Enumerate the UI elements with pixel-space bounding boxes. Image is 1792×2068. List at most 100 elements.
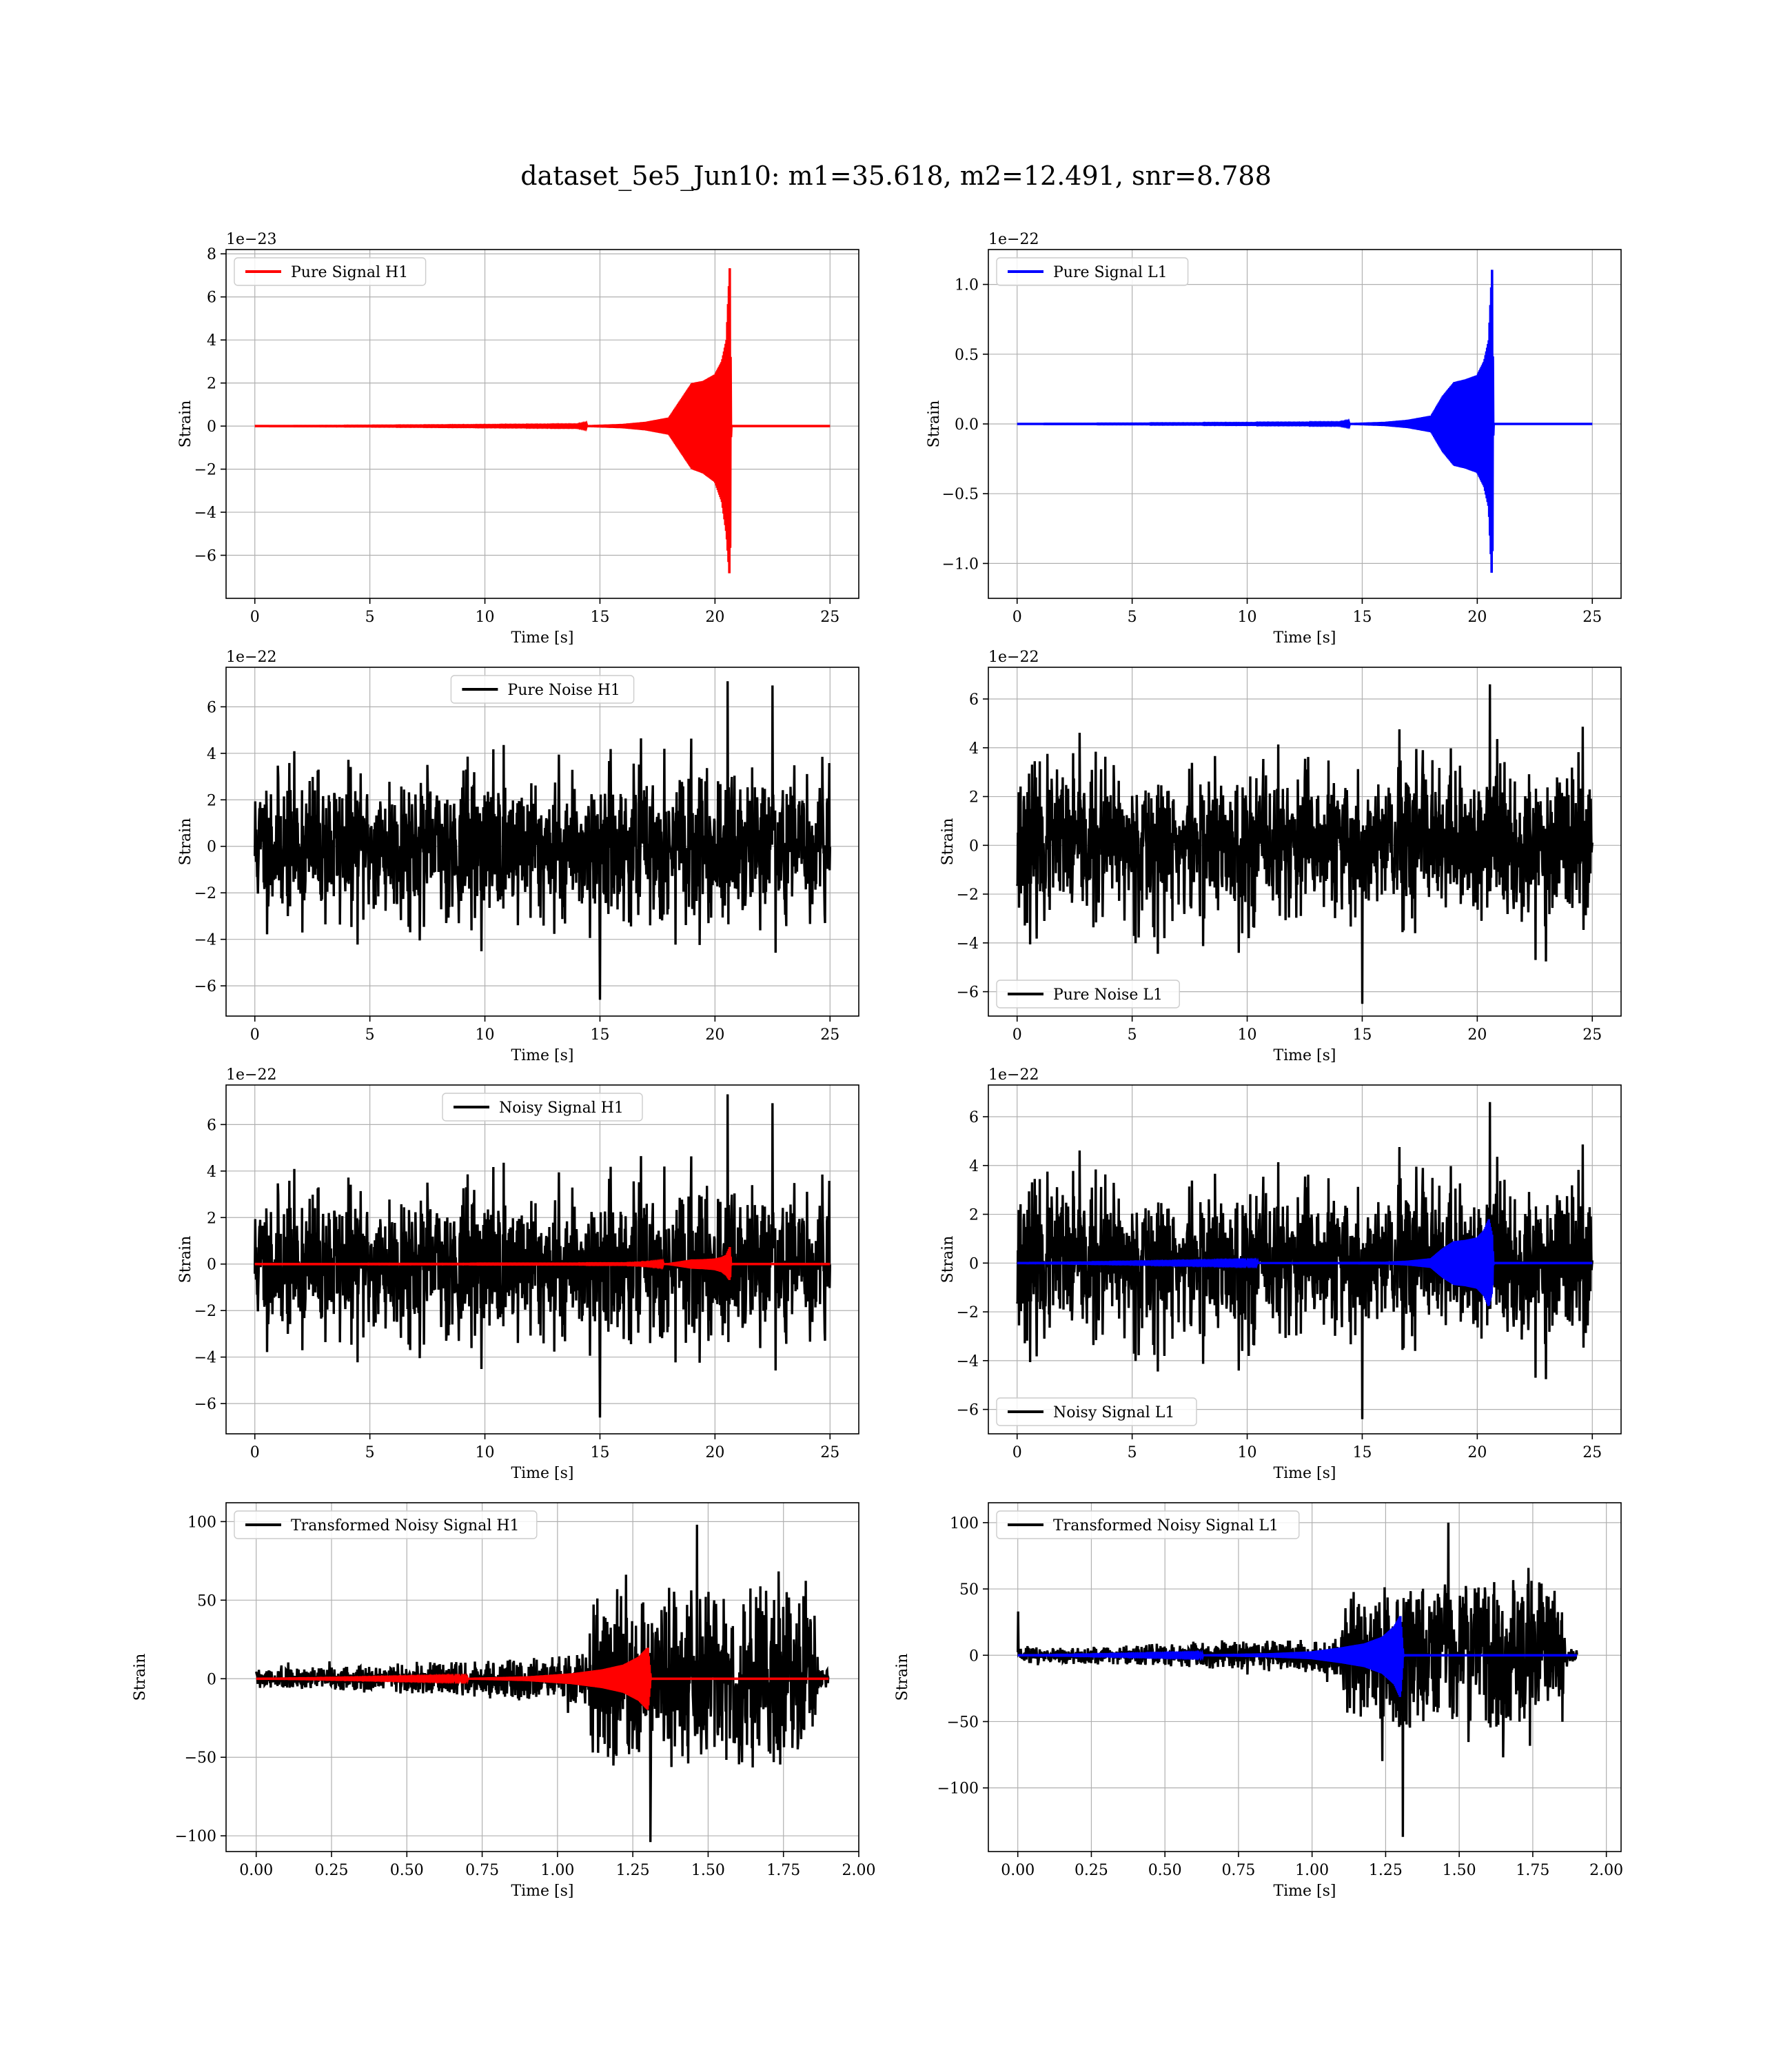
plot-area xyxy=(1017,270,1593,573)
y-axis-label: Strain xyxy=(926,401,943,448)
x-tick-label: 15 xyxy=(590,609,609,626)
x-tick-label: 5 xyxy=(365,609,375,626)
y-tick-label: −50 xyxy=(947,1714,979,1731)
legend-box xyxy=(996,1397,1197,1426)
axes-frame xyxy=(225,249,859,599)
x-axis-label: Time [s] xyxy=(511,1883,573,1900)
x-axis-label: Time [s] xyxy=(511,629,573,647)
y-tick-label: 4 xyxy=(207,746,216,763)
axes-frame xyxy=(225,1084,859,1435)
scale-offset-label: 1e−23 xyxy=(226,231,276,248)
x-tick-label: 0.00 xyxy=(239,1862,273,1879)
y-tick-label: 0 xyxy=(969,838,979,855)
legend: Pure Noise H1 xyxy=(450,675,635,704)
legend-label: Pure Noise L1 xyxy=(1053,986,1163,1004)
y-tick-label: 4 xyxy=(969,1158,979,1175)
x-tick-label: 0.50 xyxy=(1148,1862,1182,1879)
series-line xyxy=(254,268,831,574)
scale-offset-label: 1e−22 xyxy=(226,649,276,666)
y-tick-label: −6 xyxy=(194,548,216,565)
y-tick-label: −4 xyxy=(957,935,979,953)
legend-box xyxy=(450,675,635,704)
y-tick-label: 50 xyxy=(959,1581,979,1599)
x-tick-label: 5 xyxy=(1128,1444,1137,1461)
legend-box xyxy=(996,257,1189,286)
x-tick-label: 0.25 xyxy=(315,1862,349,1879)
y-axis-label: Strain xyxy=(939,1236,957,1284)
x-tick-label: 10 xyxy=(476,609,495,626)
y-tick-label: −0.5 xyxy=(942,486,979,503)
legend: Pure Signal H1 xyxy=(234,257,427,286)
y-tick-label: 2 xyxy=(207,792,216,809)
x-tick-label: 15 xyxy=(590,1444,609,1461)
x-axis-label: Time [s] xyxy=(511,1047,573,1064)
axes-frame xyxy=(988,1502,1622,1852)
x-axis-label: Time [s] xyxy=(1273,1883,1336,1900)
y-tick-label: 6 xyxy=(207,1117,216,1134)
series-line xyxy=(1017,1219,1593,1306)
x-tick-label: 5 xyxy=(365,1026,375,1044)
x-tick-label: 10 xyxy=(476,1444,495,1461)
subplot-1-0: 0 5 10 15 20 25 −6 −4 −2 0 2 4 6 Time [s] Strain 1e−22 P… xyxy=(177,649,859,1064)
x-axis-label: Time [s] xyxy=(1273,1047,1336,1064)
y-tick-label: 4 xyxy=(207,332,216,349)
x-tick-label: 20 xyxy=(1467,609,1487,626)
x-tick-label: 1.25 xyxy=(616,1862,650,1879)
x-tick-label: 5 xyxy=(1128,609,1137,626)
x-tick-label: 25 xyxy=(1582,1444,1602,1461)
x-tick-label: 0.25 xyxy=(1075,1862,1108,1879)
y-tick-label: 6 xyxy=(207,290,216,307)
subplot-3-0: 0.00 0.25 0.50 0.75 1.00 1.25 1.50 1.75 2.00 −100… xyxy=(132,1502,875,1900)
axes-frame xyxy=(988,667,1622,1017)
subplot-0-1: 0 5 10 15 20 25 −1.0 −0.5 0.0 0.5 1.0 Time [s] Strai… xyxy=(926,231,1622,647)
y-tick-label: −6 xyxy=(957,1402,979,1419)
y-tick-label: 100 xyxy=(187,1514,216,1531)
legend-box xyxy=(442,1093,643,1122)
x-tick-label: 25 xyxy=(820,609,839,626)
plot-area xyxy=(254,1094,831,1418)
legend-box xyxy=(996,1510,1300,1539)
y-tick-label: 2 xyxy=(969,789,979,807)
y-tick-label: −4 xyxy=(194,1350,216,1367)
subplot-2-0: 0 5 10 15 20 25 −6 −4 −2 0 2 4 6 Time [s] Strain 1e−22 N… xyxy=(177,1066,859,1482)
y-tick-label: 8 xyxy=(207,246,216,263)
legend: Pure Noise L1 xyxy=(996,980,1180,1008)
y-tick-label: −2 xyxy=(194,1303,216,1320)
x-tick-label: 15 xyxy=(1352,1444,1372,1461)
y-tick-label: −4 xyxy=(194,505,216,522)
series-line xyxy=(1016,684,1594,1004)
y-tick-label: 2 xyxy=(207,376,216,393)
legend-label: Pure Signal L1 xyxy=(1053,264,1168,281)
scale-offset-label: 1e−22 xyxy=(988,1066,1039,1084)
y-axis-label: Strain xyxy=(132,1654,149,1701)
x-tick-label: 25 xyxy=(1582,1026,1602,1044)
y-tick-label: 50 xyxy=(197,1592,216,1610)
x-tick-label: 0.50 xyxy=(390,1862,424,1879)
y-tick-label: 0 xyxy=(207,839,216,856)
legend-label: Transformed Noisy Signal L1 xyxy=(1053,1517,1279,1534)
y-tick-label: −2 xyxy=(957,886,979,904)
series-line xyxy=(254,1246,831,1280)
x-tick-label: 0 xyxy=(1012,609,1022,626)
x-tick-label: 1.50 xyxy=(691,1862,725,1879)
series-line xyxy=(254,681,831,1000)
axes-frame xyxy=(988,1084,1622,1435)
x-tick-label: 15 xyxy=(1352,1026,1372,1044)
y-tick-label: 6 xyxy=(969,1109,979,1126)
y-tick-label: −2 xyxy=(194,885,216,902)
x-tick-label: 0.75 xyxy=(1221,1862,1255,1879)
plot-area xyxy=(1017,1522,1578,1837)
x-tick-label: 10 xyxy=(1238,1026,1257,1044)
x-tick-label: 5 xyxy=(365,1444,375,1461)
subplot-2-1: 0 5 10 15 20 25 −6 −4 −2 0 2 4 6 Time [s] Strain 1e−22 N… xyxy=(939,1066,1622,1482)
axes-frame xyxy=(225,667,859,1017)
y-tick-label: −100 xyxy=(937,1781,979,1798)
x-tick-label: 5 xyxy=(1128,1026,1137,1044)
y-tick-label: 0.5 xyxy=(955,347,979,364)
y-tick-label: 2 xyxy=(969,1207,979,1224)
y-tick-label: −6 xyxy=(194,978,216,995)
y-tick-label: −2 xyxy=(957,1304,979,1321)
legend-box xyxy=(996,980,1180,1008)
